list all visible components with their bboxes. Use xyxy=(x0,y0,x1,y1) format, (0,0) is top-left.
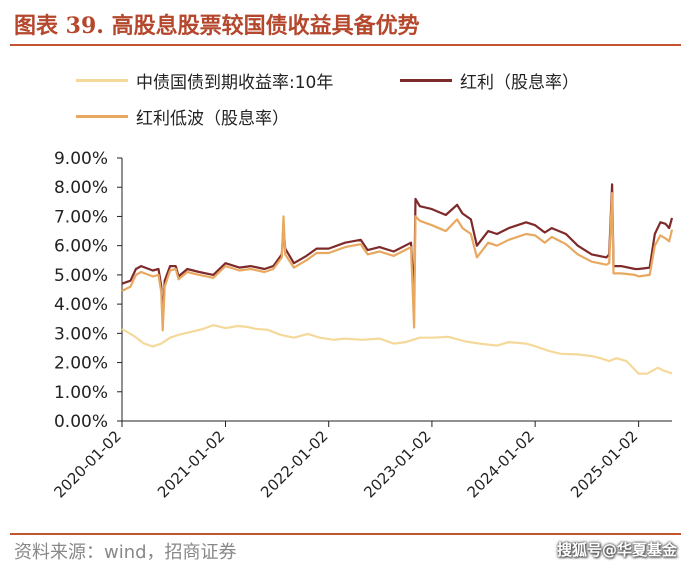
y-tick-label: 7.00% xyxy=(54,207,108,227)
legend-item-bond-yield: 中债国债到期收益率:10年 xyxy=(76,68,333,93)
legend-label-dividend: 红利（股息率） xyxy=(460,73,579,93)
x-tick-label: 2025-01-02 xyxy=(567,427,641,501)
y-tick-label: 5.00% xyxy=(54,266,108,286)
legend-swatch-bond-yield xyxy=(76,79,128,82)
title-divider xyxy=(10,44,681,46)
chart-title: 图表 39. 高股息股票较国债收益具备优势 xyxy=(14,13,420,39)
y-tick-label: 8.00% xyxy=(54,178,108,198)
legend-label-bond-yield: 中债国债到期收益率:10年 xyxy=(136,73,334,93)
x-tick-label: 2023-01-02 xyxy=(360,427,434,501)
legend-swatch-dividend-low-vol xyxy=(76,115,128,118)
y-tick-label: 1.00% xyxy=(54,383,108,403)
x-tick-label: 2021-01-02 xyxy=(154,427,228,501)
x-tick-label: 2024-01-02 xyxy=(464,427,538,501)
legend-swatch-dividend xyxy=(400,79,452,82)
y-tick-label: 2.00% xyxy=(54,354,108,374)
y-tick-label: 6.00% xyxy=(54,237,108,257)
watermark: 搜狐号@华夏基金 xyxy=(556,541,677,559)
y-tick-label: 4.00% xyxy=(54,295,108,315)
legend-label-dividend-low-vol: 红利低波（股息率） xyxy=(136,109,289,129)
x-tick-label: 2022-01-02 xyxy=(257,427,331,501)
series-line-dividend xyxy=(121,183,674,323)
legend-item-dividend-low-vol: 红利低波（股息率） xyxy=(76,104,289,129)
legend-item-dividend: 红利（股息率） xyxy=(400,68,579,93)
y-tick-label: 3.00% xyxy=(54,324,108,344)
series-line-dividend-low-vol xyxy=(121,192,674,332)
source-divider xyxy=(10,533,681,535)
source-note: 资料来源：wind，招商证券 xyxy=(14,542,237,563)
y-tick-label: 9.00% xyxy=(54,149,108,169)
x-tick-label: 2020-01-02 xyxy=(50,427,124,501)
y-tick-label: 0.00% xyxy=(54,412,108,432)
series-line-bond-yield xyxy=(121,324,673,375)
